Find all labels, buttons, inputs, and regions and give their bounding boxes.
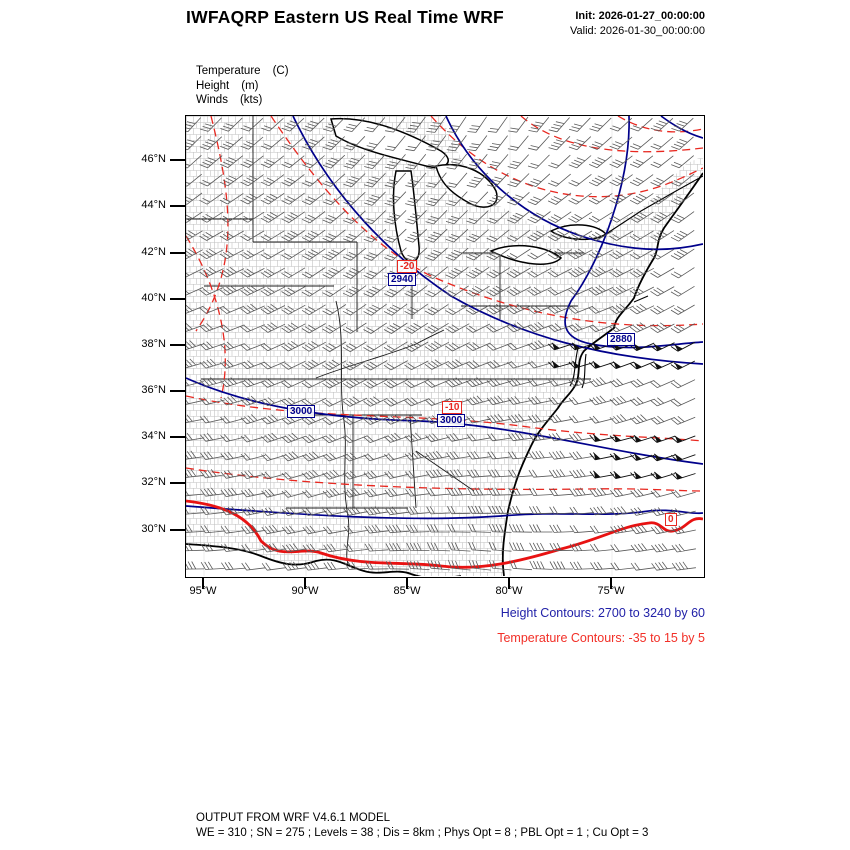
lon-tick-label: 85°W [393,585,421,597]
init-time: Init: 2026-01-27_00:00:00 [575,10,705,22]
lat-tick [170,159,185,161]
legend-field-name: Winds [196,94,228,106]
page-title: IWFAQRP Eastern US Real Time WRF [186,7,504,27]
legend-field-unit: (kts) [239,94,263,106]
lon-tick [610,578,612,589]
contour-label-height: 2940 [388,273,417,286]
contour-label-temperature: -20 [397,260,418,273]
legend-field-name: Height [196,79,230,92]
lat-tick-label: 46°N [141,153,166,165]
lat-tick [170,344,185,346]
lat-tick [170,436,185,438]
contour-label-temperature: 0 [665,513,677,526]
lat-tick-label: 40°N [141,292,166,304]
field-legend: Temperature (C) Height (m) Winds (kts) [196,64,289,108]
lat-tick [170,298,185,300]
lat-tick [170,252,185,254]
contour-label-temperature: -10 [442,401,463,414]
legend-row-height: Height (m) [196,79,289,94]
lat-tick-label: 38°N [141,338,166,350]
footer-line1: OUTPUT FROM WRF V4.6.1 MODEL [196,812,391,824]
contour-label-height: 3000 [437,414,466,427]
lat-tick-label: 32°N [141,476,166,488]
lon-tick [202,578,204,589]
lat-tick-label: 42°N [141,246,166,258]
map-frame [185,115,705,578]
contour-label-height: 2880 [607,333,636,346]
lat-tick [170,205,185,207]
lat-tick-label: 36°N [141,384,166,396]
legend-field-unit: (C) [272,65,289,77]
lon-tick-label: 90°W [291,585,319,597]
legend-field-unit: (m) [241,79,259,92]
legend-field-name: Temperature [196,65,261,77]
lat-tick [170,529,185,531]
lon-tick-label: 75°W [597,585,625,597]
lat-tick [170,390,185,392]
contour-label-height: 3000 [287,405,316,418]
temperature-contours-caption: Temperature Contours: -35 to 15 by 5 [497,631,705,645]
wind-barbs-layer [186,116,696,571]
lat-tick-label: 30°N [141,523,166,535]
legend-row-temperature: Temperature (C) [196,64,289,79]
legend-row-winds: Winds (kts) [196,93,289,108]
lon-tick-label: 95°W [189,585,217,597]
height-contours-caption: Height Contours: 2700 to 3240 by 60 [500,606,705,620]
valid-time: Valid: 2026-01-30_00:00:00 [570,24,705,37]
lon-tick [406,578,408,589]
lat-tick [170,482,185,484]
lon-tick [304,578,306,589]
run-info: Init: 2026-01-27_00:00:00 Valid: 2026-01… [570,9,705,38]
lat-tick-label: 44°N [141,199,166,211]
footer-line2: WE = 310 ; SN = 275 ; Levels = 38 ; Dis … [196,827,649,839]
lat-tick-label: 34°N [141,430,166,442]
county-lines-layer [186,116,703,576]
lon-tick-label: 80°W [495,585,523,597]
model-output-footer: OUTPUT FROM WRF V4.6.1 MODEL WE = 310 ; … [196,811,648,841]
state-borders-layer [186,116,591,565]
weather-map [186,116,703,576]
lon-tick [508,578,510,589]
